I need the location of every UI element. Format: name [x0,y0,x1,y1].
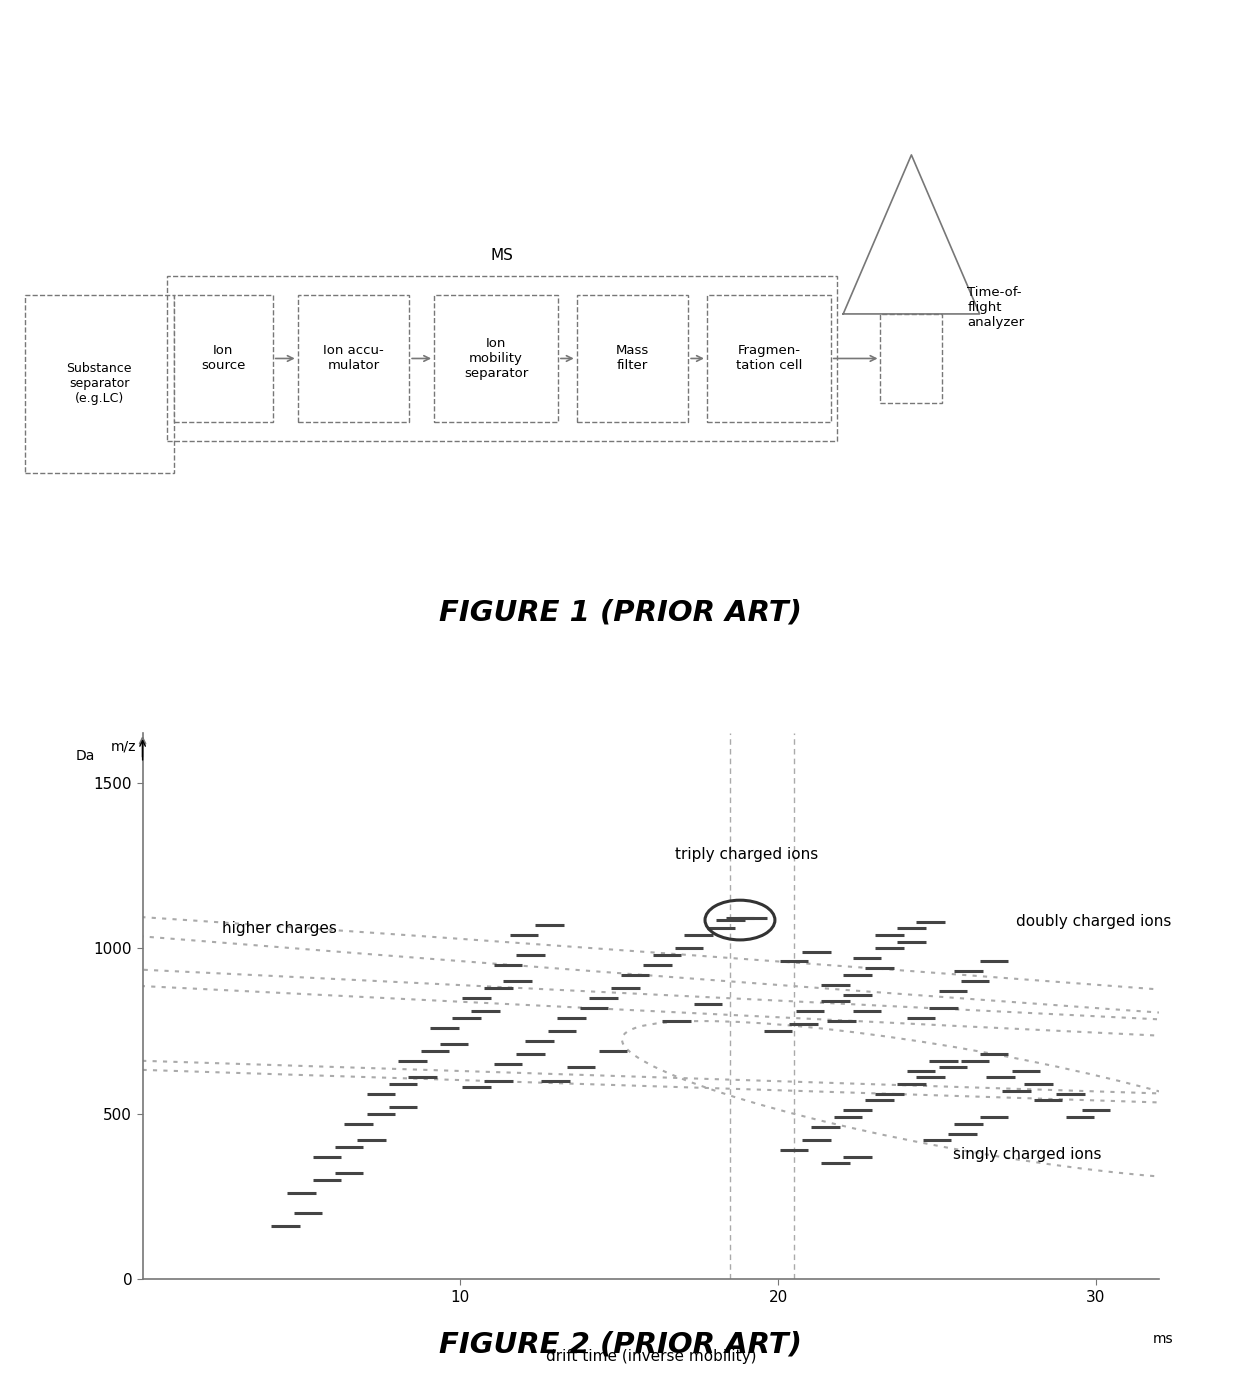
Text: Ion accu-
mulator: Ion accu- mulator [324,344,383,372]
FancyBboxPatch shape [577,295,688,422]
Text: Ion
source: Ion source [201,344,246,372]
FancyBboxPatch shape [434,295,558,422]
Text: Ion
mobility
separator: Ion mobility separator [464,337,528,380]
FancyBboxPatch shape [174,295,273,422]
Text: FIGURE 1 (PRIOR ART): FIGURE 1 (PRIOR ART) [439,599,801,626]
Text: Time-of-
flight
analyzer: Time-of- flight analyzer [967,286,1024,329]
FancyBboxPatch shape [25,295,174,473]
Text: Da: Da [76,750,95,763]
Text: MS: MS [491,248,513,263]
Text: Fragmen-
tation cell: Fragmen- tation cell [735,344,802,372]
Text: singly charged ions: singly charged ions [952,1147,1101,1162]
Text: m/z: m/z [110,740,136,754]
Text: drift time (inverse mobility): drift time (inverse mobility) [546,1348,756,1364]
Text: FIGURE 2 (PRIOR ART): FIGURE 2 (PRIOR ART) [439,1330,801,1358]
Text: higher charges: higher charges [222,921,337,936]
Text: ms: ms [1153,1332,1174,1346]
FancyBboxPatch shape [707,295,831,422]
Text: doubly charged ions: doubly charged ions [1017,914,1172,929]
Text: Mass
filter: Mass filter [616,344,649,372]
Text: triply charged ions: triply charged ions [675,848,818,862]
FancyBboxPatch shape [298,295,409,422]
FancyBboxPatch shape [880,314,942,402]
Text: Substance
separator
(e.g.LC): Substance separator (e.g.LC) [67,362,131,405]
